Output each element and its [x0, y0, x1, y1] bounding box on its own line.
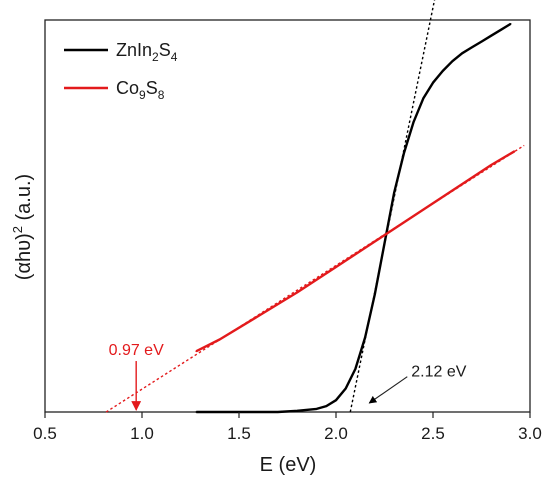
annotation-arrow	[368, 376, 408, 404]
data-point-co9s8	[412, 215, 415, 217]
x-tick-label: 0.5	[33, 424, 57, 443]
annotation-label: 0.97 eV	[109, 342, 164, 359]
data-point-znin2s4	[354, 367, 357, 370]
x-tick-label: 1.0	[130, 424, 154, 443]
data-point-co9s8	[218, 338, 221, 341]
data-point-znin2s4	[315, 407, 318, 410]
data-point-znin2s4	[441, 70, 444, 72]
data-point-znin2s4	[344, 387, 347, 390]
data-point-co9s8	[335, 266, 337, 268]
data-point-znin2s4	[296, 409, 299, 412]
data-point-znin2s4	[451, 60, 454, 63]
data-point-znin2s4	[393, 191, 396, 194]
data-point-znin2s4	[383, 242, 386, 245]
data-point-znin2s4	[509, 23, 512, 25]
data-point-znin2s4	[412, 121, 415, 123]
x-axis-title: E (eV)	[260, 454, 317, 476]
data-point-znin2s4	[335, 399, 337, 402]
data-point-znin2s4	[432, 81, 434, 84]
data-point-co9s8	[296, 291, 299, 294]
annotations: 2.12 eV 0.97 eV	[109, 342, 467, 411]
data-point-znin2s4	[276, 411, 279, 413]
data-point-znin2s4	[470, 46, 473, 49]
data-point-znin2s4	[325, 405, 328, 408]
data-point-co9s8	[195, 350, 198, 353]
data-point-co9s8	[513, 150, 516, 153]
x-axis-ticks: 0.5 1.0 1.5 2.0 2.5 3.0	[33, 412, 542, 443]
data-series	[195, 22, 516, 414]
series-line-znin2s4	[196, 22, 512, 414]
data-point-znin2s4	[422, 97, 425, 100]
data-point-znin2s4	[403, 152, 405, 155]
data-point-znin2s4	[364, 336, 366, 339]
data-point-znin2s4	[500, 28, 502, 31]
data-point-co9s8	[373, 240, 376, 243]
data-point-co9s8	[490, 164, 493, 166]
data-point-znin2s4	[195, 411, 198, 413]
y-axis-title: (αhυ)2 (a.u.)	[10, 174, 35, 280]
fit-lines	[105, 0, 525, 413]
x-tick-label: 2.0	[324, 424, 348, 443]
legend-label-co9s8: Co9S8	[116, 78, 165, 102]
data-point-co9s8	[257, 315, 260, 317]
x-tick-label: 2.5	[421, 424, 445, 443]
data-point-co9s8	[451, 189, 454, 192]
data-point-znin2s4	[373, 293, 376, 296]
fit-line-znin2s4	[349, 0, 436, 413]
data-point-znin2s4	[480, 40, 483, 43]
x-tick-label: 1.5	[227, 424, 251, 443]
data-point-znin2s4	[490, 34, 493, 37]
annotation-label: 2.12 eV	[411, 364, 466, 381]
series-line-co9s8	[195, 150, 516, 353]
legend: ZnIn2S4 Co9S8	[64, 40, 178, 102]
data-point-znin2s4	[461, 52, 463, 55]
x-tick-label: 3.0	[518, 424, 542, 443]
legend-label-znin2s4: ZnIn2S4	[116, 40, 178, 64]
